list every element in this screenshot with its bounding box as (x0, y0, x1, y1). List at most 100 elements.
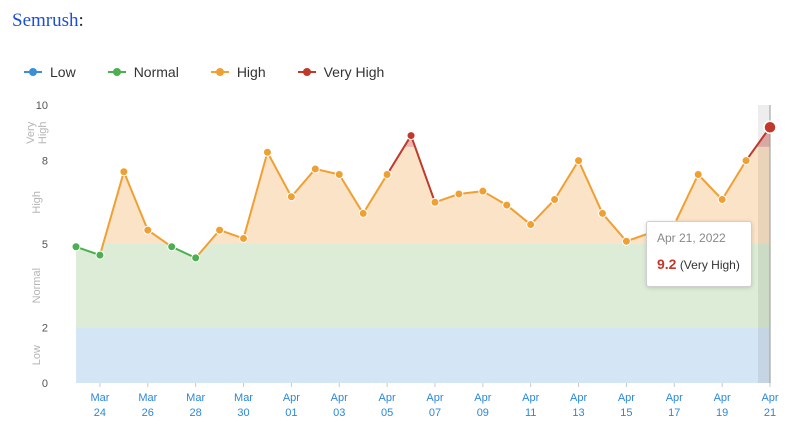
x-tick-day: 26 (142, 407, 154, 419)
series-line-segment (482, 190, 508, 206)
data-point (119, 167, 129, 177)
x-tick-month: Mar (138, 392, 157, 404)
series-line-segment (410, 135, 436, 203)
x-tick-month: Mar (186, 392, 205, 404)
data-point (763, 120, 777, 134)
band-low (76, 327, 770, 383)
data-point (526, 220, 536, 230)
y-tick-label: 2 (42, 322, 48, 334)
data-point (597, 208, 607, 218)
series-line-segment (266, 151, 293, 198)
data-point (621, 236, 631, 246)
tooltip-date: Apr 21, 2022 (657, 231, 726, 245)
series-line-segment (745, 126, 771, 162)
series-line-segment (529, 198, 556, 226)
band-label: Low (31, 345, 43, 365)
data-point (286, 192, 296, 202)
band-label: Normal (31, 268, 43, 303)
chart-mask (76, 105, 770, 258)
legend-label: Normal (133, 64, 179, 80)
data-point (478, 186, 488, 196)
series-line-segment (697, 173, 723, 201)
legend-item-high[interactable]: High (210, 64, 266, 80)
series-line-segment (338, 173, 365, 214)
x-tick-month: Apr (379, 392, 396, 404)
data-point (358, 208, 368, 218)
data-point (382, 170, 392, 179)
y-tick-label: 10 (36, 100, 48, 112)
chart-tooltip: Apr 21, 2022 9.2 (Very High) (646, 221, 752, 287)
series-line-segment (122, 171, 149, 231)
y-tick-label: 5 (42, 239, 48, 251)
data-point (215, 225, 225, 235)
x-tick-month: Apr (714, 392, 731, 404)
data-point (143, 225, 153, 235)
series-line-segment (386, 135, 412, 176)
data-point (167, 242, 177, 252)
data-point (191, 253, 201, 263)
data-point (502, 200, 512, 210)
chart-legend: Low Normal High Very High (24, 64, 416, 80)
data-point (550, 195, 560, 205)
x-tick-day: 09 (477, 407, 489, 419)
x-tick-day: 28 (190, 407, 202, 419)
y-tick-label: 8 (42, 156, 48, 168)
hover-band (758, 105, 770, 383)
x-tick-day: 17 (668, 407, 680, 419)
x-tick-day: 19 (716, 407, 728, 419)
legend-swatch-icon (24, 67, 42, 77)
legend-item-normal[interactable]: Normal (107, 64, 179, 80)
x-tick-month: Apr (474, 392, 491, 404)
data-point (95, 250, 105, 260)
x-tick-month: Apr (618, 392, 635, 404)
data-point (239, 233, 249, 243)
very-high-area (756, 127, 770, 147)
page-header: Semrush: (12, 10, 84, 32)
semrush-link[interactable]: Semrush (12, 10, 79, 31)
data-point (717, 195, 727, 205)
x-tick-month: Apr (331, 392, 348, 404)
series-line-segment (362, 173, 388, 214)
x-tick-day: 07 (429, 407, 441, 419)
x-tick-day: 11 (525, 407, 536, 419)
x-tick-day: 05 (381, 407, 393, 419)
legend-item-very-high[interactable]: Very High (297, 64, 385, 80)
data-point (693, 170, 703, 179)
x-tick-day: 30 (237, 407, 249, 419)
x-tick-month: Apr (570, 392, 587, 404)
legend-item-low[interactable]: Low (24, 64, 76, 80)
data-point (454, 189, 464, 199)
x-tick-month: Apr (522, 392, 539, 404)
y-tick-label: 0 (42, 378, 48, 390)
series-line-segment (242, 151, 269, 239)
x-tick-day: 21 (764, 407, 776, 419)
tooltip-row: 9.2 (Very High) (657, 256, 741, 272)
band-label: High (31, 191, 43, 214)
series-line-segment (721, 160, 747, 201)
x-tick-day: 15 (620, 407, 632, 419)
series-line-segment (147, 229, 173, 248)
legend-swatch-icon (297, 67, 316, 77)
series-line-segment (601, 212, 628, 242)
x-tick-day: 24 (94, 407, 106, 419)
series-line-segment (506, 204, 532, 226)
data-point (574, 156, 584, 166)
data-point (310, 164, 320, 174)
series-line-segment (553, 160, 580, 201)
x-tick-month: Mar (234, 392, 253, 404)
legend-label: Low (50, 64, 76, 80)
legend-swatch-icon (210, 67, 229, 77)
tooltip-value: 9.2 (657, 256, 677, 272)
series-line-segment (290, 168, 317, 198)
series-line-segment (98, 171, 125, 256)
x-tick-day: 03 (333, 407, 345, 419)
x-tick-day: 13 (572, 407, 584, 419)
x-tick-month: Apr (666, 392, 683, 404)
series-line-segment (577, 160, 604, 214)
data-point (71, 242, 81, 252)
x-tick-day: 01 (285, 407, 297, 419)
data-point (334, 170, 344, 179)
series-line-segment (673, 174, 700, 225)
x-tick-month: Apr (426, 392, 443, 404)
legend-label: Very High (323, 64, 385, 80)
